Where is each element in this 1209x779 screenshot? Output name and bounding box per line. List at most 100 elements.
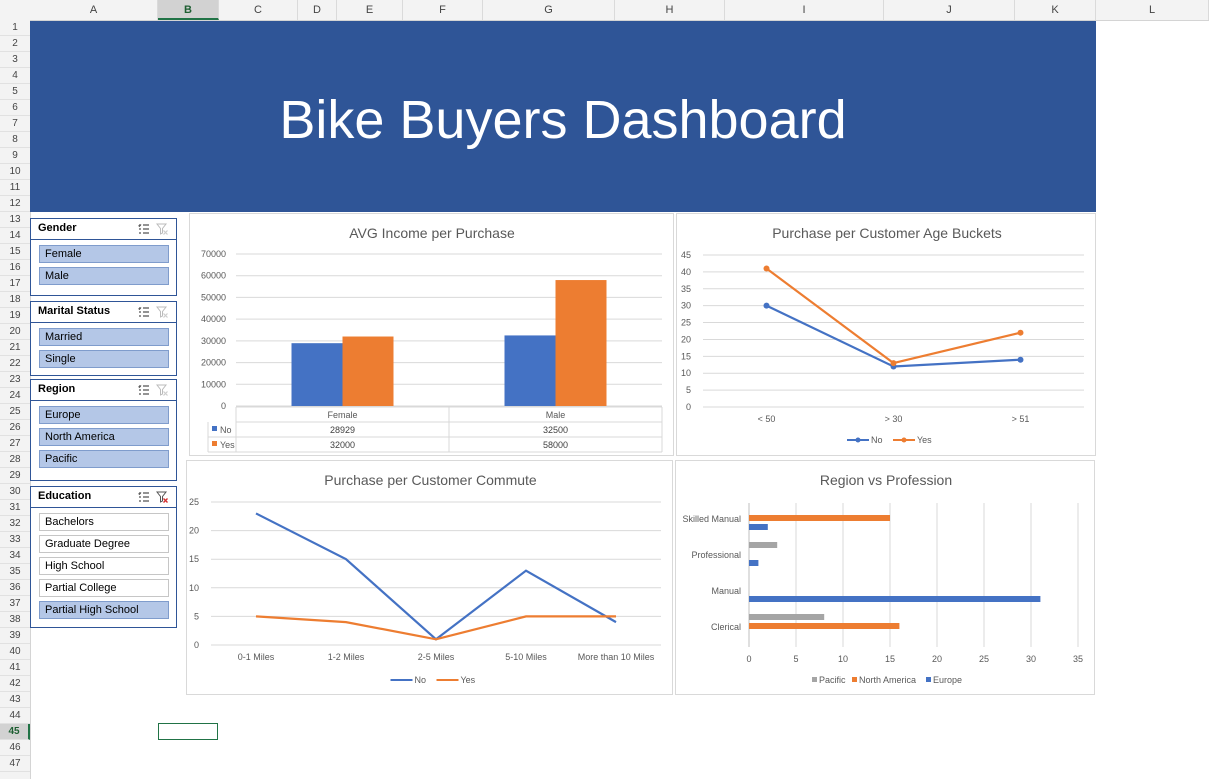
y-category-label: Professional	[691, 550, 741, 560]
row-header-10[interactable]: 10	[0, 164, 30, 180]
row-header-26[interactable]: 26	[0, 420, 30, 436]
x-tick-label: 2-5 Miles	[418, 652, 455, 662]
table-cell: 58000	[543, 440, 568, 450]
clear-filter-icon[interactable]	[155, 222, 168, 235]
row-header-5[interactable]: 5	[0, 84, 30, 100]
table-row-label: No	[220, 425, 232, 435]
row-header-14[interactable]: 14	[0, 228, 30, 244]
slicer-item-europe[interactable]: Europe	[39, 406, 169, 424]
slicer-item-male[interactable]: Male	[39, 267, 169, 285]
column-header-a[interactable]: A	[30, 0, 158, 20]
row-header-32[interactable]: 32	[0, 516, 30, 532]
column-header-i[interactable]: I	[725, 0, 884, 20]
row-header-45[interactable]: 45	[0, 724, 30, 740]
row-header-20[interactable]: 20	[0, 324, 30, 340]
column-header-h[interactable]: H	[615, 0, 725, 20]
row-header-22[interactable]: 22	[0, 356, 30, 372]
row-header-2[interactable]: 2	[0, 36, 30, 52]
column-header-e[interactable]: E	[337, 0, 403, 20]
column-header-l[interactable]: L	[1096, 0, 1209, 20]
multi-select-icon[interactable]	[138, 305, 150, 317]
row-header-21[interactable]: 21	[0, 340, 30, 356]
row-header-46[interactable]: 46	[0, 740, 30, 756]
row-header-41[interactable]: 41	[0, 660, 30, 676]
slicer-item-bachelors[interactable]: Bachelors	[39, 513, 169, 531]
slicer-item-married[interactable]: Married	[39, 328, 169, 346]
row-header-7[interactable]: 7	[0, 116, 30, 132]
slicer-item-north-america[interactable]: North America	[39, 428, 169, 446]
column-header-d[interactable]: D	[298, 0, 337, 20]
multi-select-icon[interactable]	[138, 490, 150, 502]
slicer-item-graduate-degree[interactable]: Graduate Degree	[39, 535, 169, 553]
row-header-25[interactable]: 25	[0, 404, 30, 420]
row-header-39[interactable]: 39	[0, 628, 30, 644]
column-header-b[interactable]: B	[158, 0, 219, 20]
slicer-item-partial-high-school[interactable]: Partial High School	[39, 601, 169, 619]
row-header-33[interactable]: 33	[0, 532, 30, 548]
slicer-item-pacific[interactable]: Pacific	[39, 450, 169, 468]
column-header-c[interactable]: C	[219, 0, 298, 20]
clear-filter-icon[interactable]	[155, 383, 168, 396]
row-header-16[interactable]: 16	[0, 260, 30, 276]
chart-commute[interactable]: Purchase per Customer Commute 0 5 10 15 20 25 0…	[186, 460, 673, 695]
row-header-24[interactable]: 24	[0, 388, 30, 404]
row-header-30[interactable]: 30	[0, 484, 30, 500]
row-header-36[interactable]: 36	[0, 580, 30, 596]
legend-label: Europe	[933, 675, 962, 685]
clear-filter-icon[interactable]	[155, 305, 168, 318]
row-header-18[interactable]: 18	[0, 292, 30, 308]
row-header-17[interactable]: 17	[0, 276, 30, 292]
row-header-9[interactable]: 9	[0, 148, 30, 164]
multi-select-icon[interactable]	[138, 383, 150, 395]
legend-label: Yes	[461, 675, 476, 685]
row-header-40[interactable]: 40	[0, 644, 30, 660]
row-header-19[interactable]: 19	[0, 308, 30, 324]
slicer-item-single[interactable]: Single	[39, 350, 169, 368]
x-tick-label: 10	[838, 654, 848, 664]
column-header-f[interactable]: F	[403, 0, 483, 20]
slicer-title: Gender	[38, 222, 77, 234]
row-header-34[interactable]: 34	[0, 548, 30, 564]
slicer-item-partial-college[interactable]: Partial College	[39, 579, 169, 597]
slicer-item-high-school[interactable]: High School	[39, 557, 169, 575]
chart-region-profession[interactable]: Region vs Profession 0 5 10 15 20 25 30 35 Skille…	[675, 460, 1095, 695]
row-header-31[interactable]: 31	[0, 500, 30, 516]
row-header-8[interactable]: 8	[0, 132, 30, 148]
x-tick-label: > 30	[885, 414, 903, 424]
y-tick-label: 20	[681, 334, 691, 344]
region-profession-chart-svg: Region vs Profession 0 5 10 15 20 25 30 35 Skille…	[682, 472, 1083, 685]
column-header-j[interactable]: J	[884, 0, 1015, 20]
chart-avg-income[interactable]: AVG Income per Purchase 0 10000 20000 30000 4…	[189, 213, 674, 456]
row-header-23[interactable]: 23	[0, 372, 30, 388]
row-header-29[interactable]: 29	[0, 468, 30, 484]
slicer-title: Marital Status	[38, 305, 111, 317]
row-header-37[interactable]: 37	[0, 596, 30, 612]
row-header-27[interactable]: 27	[0, 436, 30, 452]
column-header-g[interactable]: G	[483, 0, 615, 20]
row-header-28[interactable]: 28	[0, 452, 30, 468]
slicer-item-female[interactable]: Female	[39, 245, 169, 263]
legend-label: No	[415, 675, 427, 685]
row-header-12[interactable]: 12	[0, 196, 30, 212]
x-tick-label: > 51	[1012, 414, 1030, 424]
row-header-47[interactable]: 47	[0, 756, 30, 772]
row-header-43[interactable]: 43	[0, 692, 30, 708]
column-header-k[interactable]: K	[1015, 0, 1096, 20]
row-header-1[interactable]: 1	[0, 20, 30, 36]
chart-age-buckets[interactable]: Purchase per Customer Age Buckets 0 5 10 15 2…	[676, 213, 1096, 456]
clear-filter-icon[interactable]	[155, 490, 168, 503]
row-header-44[interactable]: 44	[0, 708, 30, 724]
row-header-13[interactable]: 13	[0, 212, 30, 228]
row-header-42[interactable]: 42	[0, 676, 30, 692]
active-cell[interactable]	[158, 723, 218, 740]
row-header-15[interactable]: 15	[0, 244, 30, 260]
y-tick-label: 10	[681, 368, 691, 378]
multi-select-icon[interactable]	[138, 222, 150, 234]
row-header-3[interactable]: 3	[0, 52, 30, 68]
row-header-11[interactable]: 11	[0, 180, 30, 196]
row-header-35[interactable]: 35	[0, 564, 30, 580]
row-header-4[interactable]: 4	[0, 68, 30, 84]
row-header-38[interactable]: 38	[0, 612, 30, 628]
bar-pacific-clerical	[749, 614, 825, 620]
row-header-6[interactable]: 6	[0, 100, 30, 116]
